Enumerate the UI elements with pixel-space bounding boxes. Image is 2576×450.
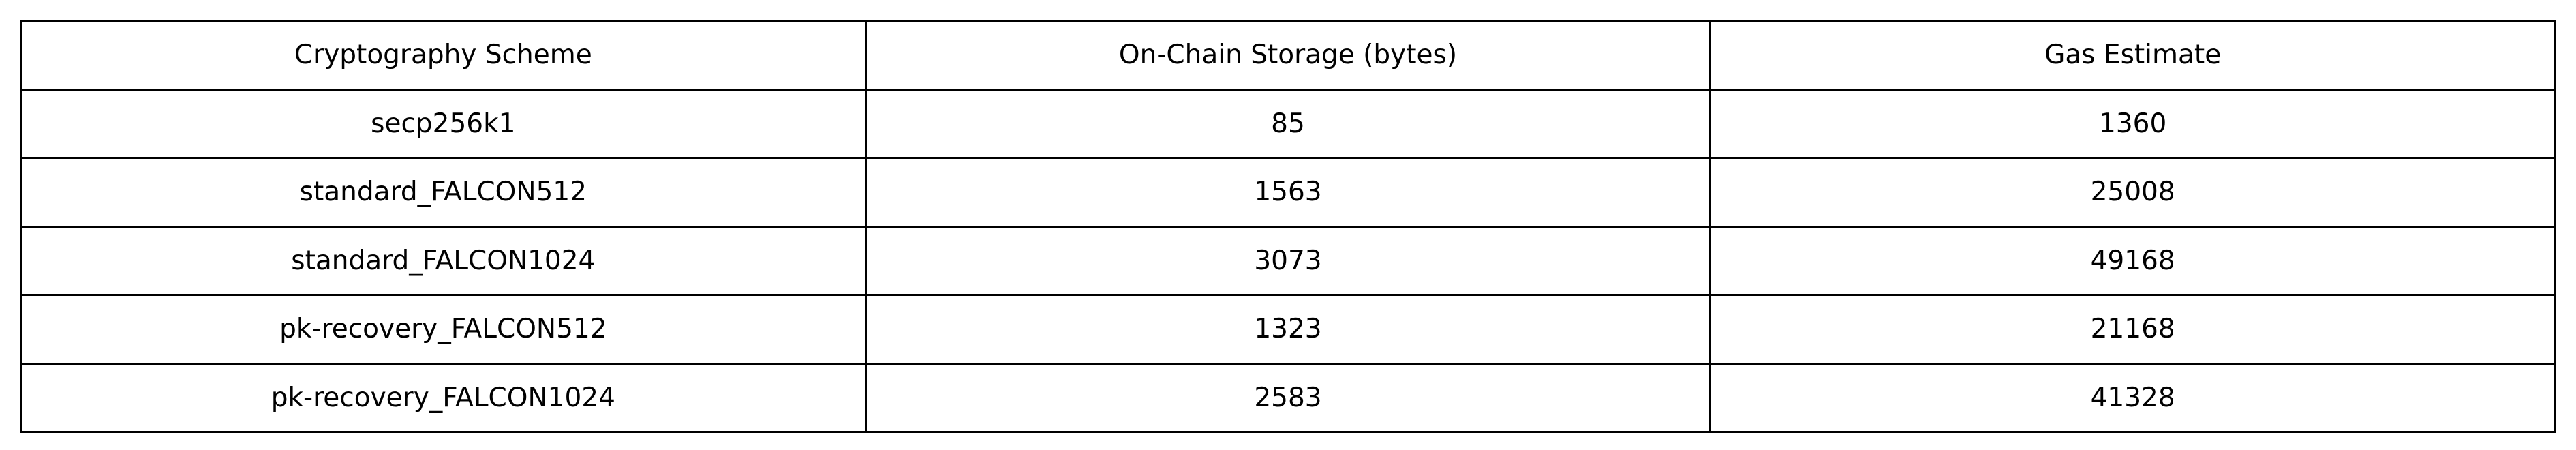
cell-gas: 41328 bbox=[1709, 362, 2556, 433]
column-header-scheme: Cryptography Scheme bbox=[20, 20, 867, 91]
cell-storage: 85 bbox=[864, 88, 1712, 159]
cell-scheme: pk-recovery_FALCON1024 bbox=[20, 362, 867, 433]
cell-scheme: standard_FALCON512 bbox=[20, 157, 867, 228]
table-row: pk-recovery_FALCON1024 2583 41328 bbox=[20, 362, 2556, 433]
table-row: pk-recovery_FALCON512 1323 21168 bbox=[20, 294, 2556, 365]
comparison-table: Cryptography Scheme On-Chain Storage (by… bbox=[20, 20, 2556, 433]
column-header-storage: On-Chain Storage (bytes) bbox=[864, 20, 1712, 91]
cell-scheme: pk-recovery_FALCON512 bbox=[20, 294, 867, 365]
cell-scheme: standard_FALCON1024 bbox=[20, 225, 867, 296]
header-row: Cryptography Scheme On-Chain Storage (by… bbox=[20, 20, 2556, 91]
cell-gas: 1360 bbox=[1709, 88, 2556, 159]
table-row: standard_FALCON512 1563 25008 bbox=[20, 157, 2556, 228]
comparison-table-container: Cryptography Scheme On-Chain Storage (by… bbox=[20, 20, 2556, 433]
cell-gas: 21168 bbox=[1709, 294, 2556, 365]
table-row: standard_FALCON1024 3073 49168 bbox=[20, 225, 2556, 296]
cell-scheme: secp256k1 bbox=[20, 88, 867, 159]
cell-storage: 2583 bbox=[864, 362, 1712, 433]
column-header-gas: Gas Estimate bbox=[1709, 20, 2556, 91]
cell-gas: 25008 bbox=[1709, 157, 2556, 228]
cell-storage: 3073 bbox=[864, 225, 1712, 296]
cell-storage: 1563 bbox=[864, 157, 1712, 228]
table-header: Cryptography Scheme On-Chain Storage (by… bbox=[20, 20, 2556, 91]
table-row: secp256k1 85 1360 bbox=[20, 88, 2556, 159]
cell-storage: 1323 bbox=[864, 294, 1712, 365]
table-body: secp256k1 85 1360 standard_FALCON512 156… bbox=[20, 88, 2556, 433]
cell-gas: 49168 bbox=[1709, 225, 2556, 296]
